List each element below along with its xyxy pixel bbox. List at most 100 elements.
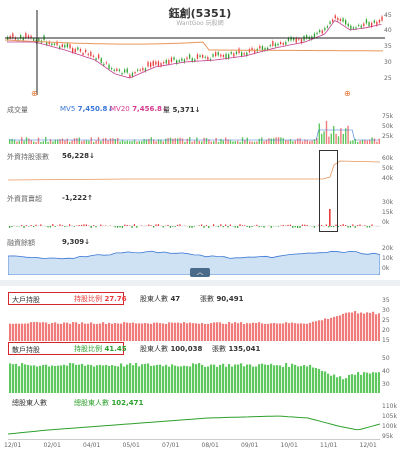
- big-holder-bar: [135, 323, 138, 341]
- retail-holder-bar: [321, 370, 324, 393]
- volume-label: 成交量: [7, 106, 28, 114]
- volume-chart[interactable]: [8, 114, 380, 144]
- big-holders-sheets: 張數 90,491: [200, 294, 243, 304]
- volume-bar: [249, 141, 251, 144]
- net-bar: [61, 225, 63, 226]
- foreign-hold-chart[interactable]: [8, 155, 380, 185]
- foreign-hold-label: 外資持股張數: [7, 153, 49, 161]
- net-bar: [364, 225, 366, 226]
- price-candle: [92, 55, 95, 58]
- price-candle: [189, 54, 191, 59]
- net-bar: [78, 225, 80, 226]
- net-bar: [357, 225, 359, 226]
- big-holder-bar: [315, 321, 318, 341]
- net-bar: [299, 226, 301, 228]
- balance-axis-0k: 0k: [382, 265, 390, 272]
- volume-ma5: MV5 7,450.8↓: [60, 105, 114, 113]
- big-holder-bar: [210, 323, 213, 341]
- retail-holder-bar: [150, 365, 153, 393]
- total-axis-100k: 100k: [382, 423, 397, 430]
- net-bar: [222, 226, 224, 228]
- foreign-hold-number: 56,228: [62, 152, 90, 160]
- big-holder-bar: [339, 315, 342, 341]
- price-candle: [53, 43, 56, 45]
- collapse-toggle[interactable]: ︿: [190, 268, 210, 277]
- event-badge-right[interactable]: ⊕: [344, 89, 351, 98]
- retail-holder-bar: [222, 363, 225, 393]
- event-badge-left[interactable]: ⊕: [31, 89, 38, 98]
- total-holders-chart[interactable]: [8, 404, 380, 438]
- net-bar: [306, 225, 308, 226]
- price-candle: [368, 22, 370, 27]
- retail-holder-bar: [63, 364, 66, 393]
- foreign-net-chart[interactable]: [8, 199, 380, 229]
- retail-holder-bar: [318, 368, 321, 393]
- volume-bar: [57, 139, 59, 144]
- volume-bar: [181, 138, 184, 144]
- price-candle: [339, 19, 342, 22]
- x-axis-tick: 08/01: [201, 442, 219, 449]
- price-candle: [243, 53, 245, 55]
- retail-holder-bar: [348, 374, 351, 393]
- big-holder-bar: [216, 322, 219, 341]
- balance-chart[interactable]: [8, 247, 380, 275]
- big-holder-bar: [372, 311, 375, 341]
- retail-holder-bar: [264, 364, 267, 393]
- net-bar: [289, 224, 291, 226]
- price-candle: [319, 30, 321, 33]
- price-candle: [251, 47, 253, 51]
- big-holder-bar: [192, 323, 195, 341]
- price-candle: [30, 35, 32, 39]
- net-bar: [9, 226, 11, 228]
- price-candle: [147, 61, 149, 67]
- price-candle: [282, 42, 284, 45]
- net-bar: [313, 226, 315, 228]
- big-holder-bar: [198, 323, 201, 341]
- big-holders-chart[interactable]: [8, 299, 380, 341]
- volume-bar: [18, 140, 20, 144]
- net-bar: [54, 226, 56, 227]
- retail-holder-bar: [243, 366, 246, 393]
- retail-holders-label: 散戶持股: [12, 346, 40, 354]
- net-bar: [85, 224, 87, 226]
- price-candle: [82, 52, 84, 55]
- volume-bar: [258, 138, 260, 144]
- volume-bar: [109, 138, 112, 144]
- volume-bar: [203, 137, 205, 144]
- price-chart[interactable]: [5, 10, 385, 95]
- retail-holder-bar: [147, 363, 150, 393]
- big-holder-bar: [114, 323, 117, 341]
- retail-holders-chart[interactable]: [8, 355, 380, 393]
- big-holder-bar: [141, 323, 144, 341]
- retail-holder-bar: [363, 372, 366, 393]
- retail-holder-bar: [33, 365, 36, 393]
- volume-bar: [97, 137, 100, 144]
- price-candle: [27, 35, 30, 39]
- volume-bar: [294, 140, 296, 144]
- total-holders-label: 總股東人數: [12, 399, 47, 407]
- volume-bar: [193, 140, 196, 144]
- volume-bar: [318, 123, 320, 144]
- x-axis-tick: 05/01: [122, 442, 140, 449]
- big-holders-ratio: 持股比例 27.76: [74, 294, 127, 304]
- foreign-net-axis-30k: 30k: [382, 199, 394, 206]
- retail-holder-bar: [129, 363, 132, 393]
- price-candle: [176, 60, 178, 64]
- price-candle: [238, 48, 240, 54]
- retail-holder-bar: [93, 366, 96, 393]
- retail-holder-bar: [45, 364, 48, 393]
- volume-bar: [225, 137, 227, 144]
- price-candle: [105, 62, 108, 64]
- volume-bar: [263, 141, 265, 144]
- retail-holder-bar: [186, 366, 189, 393]
- price-candle: [246, 52, 248, 56]
- net-bar: [227, 226, 229, 228]
- big-holder-bar: [129, 323, 132, 341]
- net-bar: [239, 224, 241, 226]
- price-candle: [259, 45, 261, 49]
- retail-holder-bar: [90, 365, 93, 393]
- retail-holder-bar: [255, 366, 258, 393]
- big-holder-bar: [309, 322, 312, 341]
- volume-bar: [323, 131, 325, 144]
- volume-bar: [222, 140, 224, 144]
